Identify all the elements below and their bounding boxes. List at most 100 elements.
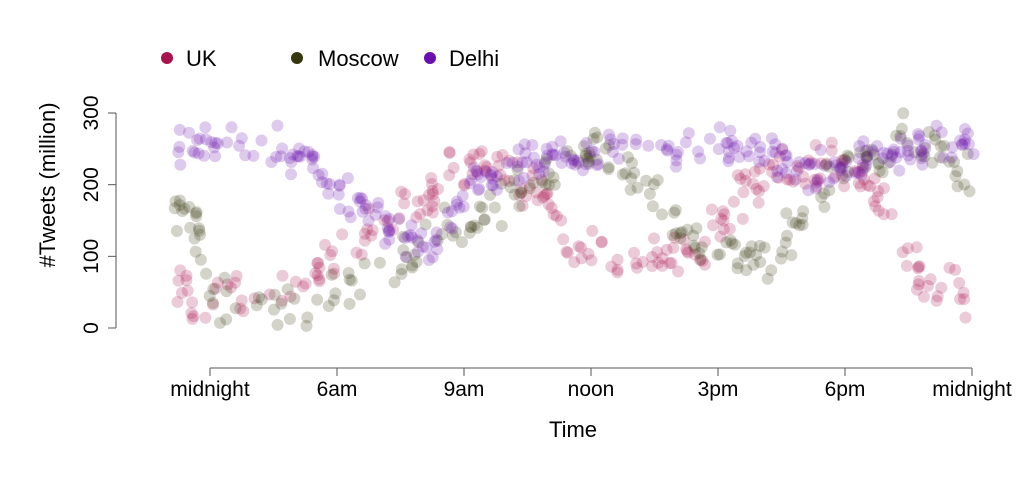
point-delhi [371,201,384,214]
point-uk [498,174,511,187]
point-moscow [547,171,560,184]
point-delhi [500,157,513,169]
point-moscow [765,264,778,277]
point-uk [526,169,539,182]
point-uk [656,259,669,272]
point-moscow [438,201,451,214]
point-moscow [820,158,833,171]
point-uk [748,165,761,178]
point-delhi [191,134,204,146]
point-uk [672,265,684,278]
point-delhi [558,146,571,159]
point-delhi [811,173,824,186]
point-moscow [214,316,226,329]
point-uk [541,187,554,200]
point-uk [311,257,324,269]
point-delhi [853,166,866,179]
point-delhi [285,156,298,168]
point-uk [447,161,460,174]
point-moscow [740,264,753,277]
point-delhi [887,143,900,156]
point-moscow [580,149,593,162]
point-delhi [935,126,948,139]
point-uk [793,161,805,174]
point-delhi [200,133,212,146]
point-delhi [286,148,299,161]
point-moscow [713,248,726,261]
point-uk [326,245,339,258]
point-delhi [294,150,307,163]
point-delhi [766,145,779,158]
point-moscow [192,222,205,235]
point-delhi [192,147,205,160]
point-uk [808,173,821,186]
point-uk [861,179,874,192]
point-moscow [796,218,809,231]
point-uk [502,154,515,167]
point-delhi [809,182,822,195]
point-moscow [515,186,528,199]
point-uk [399,188,411,200]
point-delhi [769,146,782,159]
point-delhi [198,149,211,162]
point-uk [491,150,504,163]
point-delhi [265,156,278,168]
point-delhi [893,164,906,177]
point-delhi [606,146,619,158]
legend-label-uk: UK [186,46,217,71]
point-moscow [861,150,874,163]
point-delhi [616,138,629,151]
point-delhi [480,165,492,178]
point-delhi [486,172,499,185]
point-uk [478,159,491,172]
point-uk [540,188,553,200]
point-moscow [731,262,744,275]
point-uk [766,166,779,178]
point-delhi [450,198,463,211]
point-uk [943,261,956,274]
point-delhi [604,133,617,146]
point-delhi [723,145,735,158]
point-uk [656,252,669,265]
point-uk [900,259,913,272]
point-moscow [495,177,508,190]
point-delhi [188,146,201,159]
point-uk [757,180,770,193]
point-delhi [411,245,424,258]
point-moscow [934,140,947,153]
point-delhi [694,152,707,165]
point-moscow [745,240,758,253]
point-delhi [323,178,336,191]
point-moscow [860,150,873,163]
point-delhi [173,140,186,153]
point-uk [776,143,788,156]
point-uk [229,276,242,289]
point-moscow [271,318,284,331]
point-uk [362,202,375,215]
point-uk [871,191,884,204]
point-uk [199,311,212,324]
x-tick-label: midnight [170,378,250,401]
point-delhi [803,158,816,170]
point-delhi [568,154,581,167]
point-uk [185,307,198,320]
point-moscow [963,185,976,198]
point-delhi [814,143,827,156]
point-moscow [724,234,737,247]
point-uk [752,196,765,209]
point-delhi [404,229,417,241]
point-delhi [945,151,958,164]
point-delhi [472,184,485,197]
point-uk [319,238,331,251]
point-uk [560,245,573,258]
point-delhi [580,158,592,171]
point-uk [660,243,673,256]
point-uk [263,288,276,301]
y-axis-title: #Tweets (million) [35,102,60,267]
point-uk [297,280,310,293]
point-moscow [203,289,216,302]
point-delhi [790,164,803,177]
point-moscow [738,250,751,262]
point-delhi [725,134,738,147]
point-uk [630,257,643,270]
